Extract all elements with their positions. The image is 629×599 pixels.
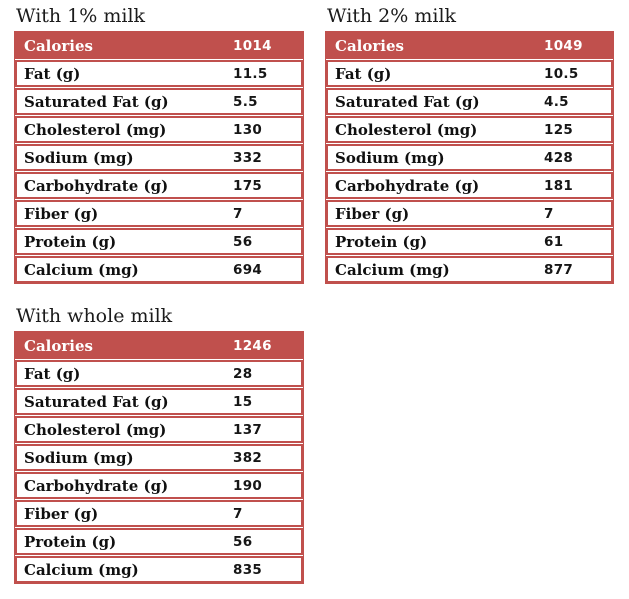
nutrient-label: Carbohydrate (g) (335, 176, 480, 195)
table-row: Carbohydrate (g) 181 (326, 172, 613, 199)
table-row: Sodium (mg) 332 (15, 144, 303, 171)
nutrient-value: 1246 (233, 337, 272, 354)
table-header-row: Calories 1246 (15, 332, 303, 359)
nutrient-label: Fiber (g) (24, 504, 99, 523)
nutrient-value: 428 (544, 149, 574, 166)
nutrient-value: 382 (233, 449, 263, 466)
nutrient-label: Calories (24, 36, 93, 55)
panel-title-2pct-milk: With 2% milk (327, 5, 457, 27)
nutrition-table-1pct-milk: Calories 1014 Fat (g) 11.5 Saturated Fat… (14, 31, 304, 284)
table-row: Fiber (g) 7 (326, 200, 613, 227)
nutrient-label: Carbohydrate (g) (24, 176, 169, 195)
nutrient-value: 694 (233, 261, 263, 278)
nutrition-table-2pct-milk: Calories 1049 Fat (g) 10.5 Saturated Fat… (325, 31, 614, 284)
nutrient-label: Protein (g) (335, 232, 428, 251)
nutrient-value: 137 (233, 421, 263, 438)
nutrient-value: 190 (233, 477, 263, 494)
table-row: Calcium (mg) 835 (15, 556, 303, 583)
nutrition-panel-whole-milk: With whole milk Calories 1246 Fat (g) 28… (14, 304, 304, 584)
nutrient-label: Sodium (mg) (24, 148, 134, 167)
nutrient-label: Calories (24, 336, 93, 355)
nutrient-value: 15 (233, 393, 253, 410)
nutrient-value: 56 (233, 233, 253, 250)
table-row: Saturated Fat (g) 4.5 (326, 88, 613, 115)
table-row: Sodium (mg) 382 (15, 444, 303, 471)
nutrient-value: 11.5 (233, 65, 268, 82)
nutrient-label: Saturated Fat (g) (24, 392, 169, 411)
nutrition-panel-2pct-milk: With 2% milk Calories 1049 Fat (g) 10.5 … (325, 4, 614, 284)
table-row: Fat (g) 28 (15, 360, 303, 387)
table-row: Cholesterol (mg) 125 (326, 116, 613, 143)
table-row: Cholesterol (mg) 137 (15, 416, 303, 443)
table-row: Sodium (mg) 428 (326, 144, 613, 171)
nutrient-label: Cholesterol (mg) (24, 120, 167, 139)
nutrient-value: 61 (544, 233, 564, 250)
nutrient-label: Cholesterol (mg) (24, 420, 167, 439)
nutrient-label: Calcium (mg) (24, 560, 139, 579)
nutrient-value: 332 (233, 149, 263, 166)
nutrient-label: Fat (g) (24, 64, 81, 83)
table-header-row: Calories 1049 (326, 32, 613, 59)
nutrient-value: 835 (233, 561, 263, 578)
nutrient-value: 5.5 (233, 93, 258, 110)
nutrient-label: Fiber (g) (24, 204, 99, 223)
table-row: Protein (g) 61 (326, 228, 613, 255)
table-row: Protein (g) 56 (15, 528, 303, 555)
table-row: Fat (g) 10.5 (326, 60, 613, 87)
nutrient-value: 10.5 (544, 65, 579, 82)
table-header-row: Calories 1014 (15, 32, 303, 59)
nutrient-label: Saturated Fat (g) (24, 92, 169, 111)
nutrient-value: 175 (233, 177, 263, 194)
nutrient-label: Fat (g) (335, 64, 392, 83)
nutrient-value: 125 (544, 121, 574, 138)
panel-title-whole-milk: With whole milk (16, 305, 173, 327)
table-row: Cholesterol (mg) 130 (15, 116, 303, 143)
table-row: Fiber (g) 7 (15, 200, 303, 227)
table-row: Protein (g) 56 (15, 228, 303, 255)
nutrition-table-whole-milk: Calories 1246 Fat (g) 28 Saturated Fat (… (14, 331, 304, 584)
nutrient-label: Protein (g) (24, 532, 117, 551)
panel-title-1pct-milk: With 1% milk (16, 5, 146, 27)
nutrient-value: 1049 (544, 37, 583, 54)
nutrient-value: 1014 (233, 37, 272, 54)
nutrient-label: Protein (g) (24, 232, 117, 251)
nutrient-value: 181 (544, 177, 574, 194)
nutrient-label: Sodium (mg) (24, 448, 134, 467)
nutrient-label: Cholesterol (mg) (335, 120, 478, 139)
nutrient-value: 56 (233, 533, 253, 550)
nutrient-label: Calories (335, 36, 404, 55)
nutrient-value: 28 (233, 365, 253, 382)
nutrient-label: Saturated Fat (g) (335, 92, 480, 111)
nutrition-panel-1pct-milk: With 1% milk Calories 1014 Fat (g) 11.5 … (14, 4, 304, 284)
nutrient-value: 877 (544, 261, 574, 278)
table-row: Carbohydrate (g) 190 (15, 472, 303, 499)
nutrient-label: Calcium (mg) (24, 260, 139, 279)
table-row: Fiber (g) 7 (15, 500, 303, 527)
nutrient-value: 7 (544, 205, 554, 222)
nutrient-value: 4.5 (544, 93, 569, 110)
nutrient-value: 130 (233, 121, 263, 138)
nutrient-label: Calcium (mg) (335, 260, 450, 279)
table-row: Carbohydrate (g) 175 (15, 172, 303, 199)
nutrient-label: Carbohydrate (g) (24, 476, 169, 495)
nutrient-value: 7 (233, 505, 243, 522)
table-row: Calcium (mg) 694 (15, 256, 303, 283)
table-row: Saturated Fat (g) 5.5 (15, 88, 303, 115)
nutrient-value: 7 (233, 205, 243, 222)
table-row: Saturated Fat (g) 15 (15, 388, 303, 415)
nutrient-label: Fat (g) (24, 364, 81, 383)
table-row: Fat (g) 11.5 (15, 60, 303, 87)
table-row: Calcium (mg) 877 (326, 256, 613, 283)
nutrient-label: Fiber (g) (335, 204, 410, 223)
nutrient-label: Sodium (mg) (335, 148, 445, 167)
